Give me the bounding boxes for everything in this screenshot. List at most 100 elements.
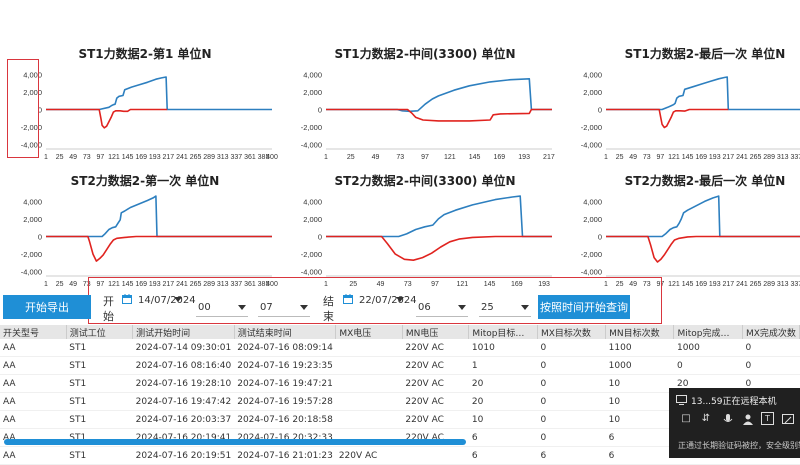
screenshot-icon[interactable] xyxy=(781,412,795,426)
x-tick-label: 313 xyxy=(777,154,789,161)
y-tick-label: 2,000 xyxy=(583,88,602,97)
x-tick-label: 1 xyxy=(324,281,328,288)
x-tick-label: 193 xyxy=(149,154,161,161)
x-tick-label: 169 xyxy=(695,154,707,161)
x-tick-label: 265 xyxy=(190,281,202,288)
end-date-input[interactable]: 22/07/2024 xyxy=(359,295,417,306)
date-picker-caret-icon[interactable] xyxy=(396,297,404,302)
table-cell: ST1 xyxy=(66,339,133,357)
table-cell: 1 xyxy=(468,356,538,375)
x-tick-label: 121 xyxy=(108,154,120,161)
x-tick-label: 121 xyxy=(668,154,680,161)
y-tick-label: 0 xyxy=(38,106,42,115)
file-transfer-icon[interactable]: ⇵ xyxy=(701,413,711,424)
y-tick-label: 2,000 xyxy=(303,88,322,97)
chart-st2-last: ST2力数据2-最后一次 单位N 4,000 2,000 0 -2,000 -4,000… xyxy=(570,172,800,294)
x-tick-label: 289 xyxy=(763,281,775,288)
export-button[interactable]: 开始导出 xyxy=(3,295,91,319)
start-hour-select[interactable]: 00 xyxy=(196,300,248,317)
table-row[interactable]: AA ST1 2024-07-16 19:28:10 2024-07-16 19:47… xyxy=(0,374,800,393)
horizontal-scrollbar[interactable] xyxy=(4,439,466,445)
column-header[interactable]: MN目标次数 xyxy=(605,325,675,339)
x-tick-label: 241 xyxy=(176,281,188,288)
query-by-time-button[interactable]: 按照时间开始查询 xyxy=(538,295,630,319)
y-tick-label: 0 xyxy=(318,106,322,115)
x-tick-label: 25 xyxy=(349,281,357,288)
x-tick-label: 73 xyxy=(643,281,651,288)
chevron-down-icon xyxy=(521,305,529,310)
x-tick-label: 265 xyxy=(750,154,762,161)
table-cell xyxy=(335,410,403,429)
x-tick-label: 400 xyxy=(266,281,278,288)
table-cell: ST1 xyxy=(66,446,133,465)
x-tick-label: 217 xyxy=(723,154,735,161)
x-tick-label: 289 xyxy=(203,281,215,288)
column-header[interactable]: 测试工位 xyxy=(66,325,134,339)
column-header[interactable]: MX电压 xyxy=(335,325,403,339)
end-hour-select[interactable]: 06 xyxy=(416,300,468,317)
chat-icon[interactable]: □ xyxy=(681,413,691,424)
table-cell: 2024-07-16 19:47:21 xyxy=(234,374,336,393)
x-tick-label: 313 xyxy=(217,281,229,288)
user-icon[interactable] xyxy=(741,412,755,426)
column-header[interactable]: MN电压 xyxy=(402,325,470,339)
text-icon[interactable]: T xyxy=(761,412,774,425)
table-cell: AA xyxy=(0,374,67,393)
column-header[interactable]: 测试结束时间 xyxy=(234,325,337,339)
chart-st1-first: ST1力数据2-第1 单位N 4,000 2,000 0 -2,000 -4,000 1 2… xyxy=(10,45,280,167)
date-picker-caret-icon[interactable] xyxy=(174,297,182,302)
table-cell xyxy=(335,356,403,375)
x-tick-label: 97 xyxy=(656,281,664,288)
column-header[interactable]: MX目标次数 xyxy=(537,325,607,339)
series-line-red xyxy=(326,108,552,122)
table-cell: 6 xyxy=(605,428,674,447)
x-tick-label: 337 xyxy=(230,281,242,288)
y-tick-label: 4,000 xyxy=(303,197,322,206)
start-minute-select[interactable]: 07 xyxy=(258,300,310,317)
x-tick-label: 73 xyxy=(643,154,651,161)
start-date-input[interactable]: 14/07/2024 xyxy=(138,295,196,306)
x-tick-label: 97 xyxy=(431,281,439,288)
y-tick-label: 4,000 xyxy=(583,197,602,206)
x-tick-label: 73 xyxy=(396,154,404,161)
table-cell: 2024-07-16 08:16:40 xyxy=(132,356,235,375)
table-cell: 0 xyxy=(537,356,606,375)
chart-title: ST2力数据2-最后一次 单位N xyxy=(624,174,786,188)
table-cell: 0 xyxy=(537,410,606,429)
column-header[interactable]: 开关型号 xyxy=(0,325,67,339)
start-minute-value: 07 xyxy=(260,302,273,313)
table-cell: AA xyxy=(0,356,67,375)
series-line-red xyxy=(326,235,552,261)
x-tick-label: 97 xyxy=(656,154,664,161)
table-cell: 2024-07-16 20:03:37 xyxy=(132,410,235,429)
series-line-red xyxy=(46,235,272,262)
y-tick-label: -4,000 xyxy=(301,268,322,277)
table-row[interactable]: AA ST1 2024-07-16 08:16:40 2024-07-16 19:23… xyxy=(0,356,800,375)
x-tick-label: 193 xyxy=(709,154,721,161)
table-cell: AA xyxy=(0,410,67,429)
y-tick-label: -4,000 xyxy=(581,268,602,277)
column-header[interactable]: MX完成次数 xyxy=(742,325,800,339)
microphone-icon[interactable] xyxy=(721,412,735,426)
x-tick-label: 49 xyxy=(372,154,380,161)
calendar-icon[interactable] xyxy=(122,294,132,304)
x-tick-label: 121 xyxy=(444,154,456,161)
table-cell: ST1 xyxy=(66,356,133,375)
y-axis-highlight-box xyxy=(7,59,39,158)
table-row[interactable]: AA ST1 2024-07-14 09:30:01 2024-07-16 08:09… xyxy=(0,339,800,357)
x-tick-label: 121 xyxy=(668,281,680,288)
column-header[interactable]: Mitop完成… xyxy=(673,325,743,339)
column-header[interactable]: 测试开始时间 xyxy=(132,325,235,339)
table-cell: 6 xyxy=(468,428,538,447)
column-header[interactable]: Mitop目标… xyxy=(468,325,538,339)
chevron-down-icon xyxy=(238,305,246,310)
end-minute-select[interactable]: 25 xyxy=(479,300,531,317)
calendar-icon[interactable] xyxy=(343,294,353,304)
x-tick-label: 193 xyxy=(518,154,530,161)
y-tick-label: 4,000 xyxy=(23,70,42,79)
table-cell: 0 xyxy=(537,374,606,393)
x-tick-label: 217 xyxy=(543,154,555,161)
x-tick-label: 385 xyxy=(258,154,270,161)
